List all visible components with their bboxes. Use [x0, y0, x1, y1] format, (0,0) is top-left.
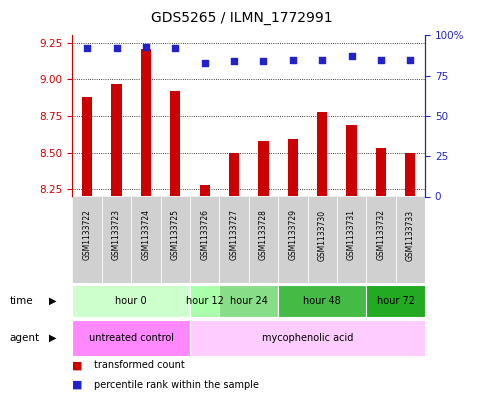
Bar	[190, 320, 425, 356]
Point	[318, 56, 326, 62]
Text: GSM1133724: GSM1133724	[142, 209, 150, 261]
Bar	[170, 91, 181, 196]
Bar	[219, 285, 278, 317]
Bar	[229, 152, 239, 196]
Point	[230, 58, 238, 64]
Point	[377, 56, 385, 62]
Text: GSM1133731: GSM1133731	[347, 209, 356, 261]
Point	[289, 56, 297, 62]
Text: ■: ■	[72, 360, 83, 371]
Bar	[199, 185, 210, 196]
Text: time: time	[10, 296, 33, 306]
Bar	[288, 140, 298, 196]
Text: agent: agent	[10, 333, 40, 343]
Bar	[366, 196, 396, 283]
Point	[407, 56, 414, 62]
Text: transformed count: transformed count	[94, 360, 185, 371]
Bar	[131, 196, 160, 283]
Bar	[72, 196, 102, 283]
Bar	[308, 196, 337, 283]
Bar	[278, 196, 308, 283]
Bar	[160, 196, 190, 283]
Bar	[405, 152, 415, 196]
Text: GSM1133722: GSM1133722	[83, 209, 92, 260]
Text: hour 24: hour 24	[230, 296, 268, 306]
Bar	[258, 141, 269, 196]
Bar	[366, 285, 425, 317]
Text: GDS5265 / ILMN_1772991: GDS5265 / ILMN_1772991	[151, 11, 332, 25]
Text: hour 12: hour 12	[186, 296, 224, 306]
Bar	[190, 285, 219, 317]
Point	[348, 53, 355, 59]
Text: hour 48: hour 48	[303, 296, 341, 306]
Bar	[376, 148, 386, 196]
Bar	[72, 320, 190, 356]
Point	[171, 45, 179, 51]
Bar	[82, 97, 92, 196]
Point	[113, 45, 120, 51]
Text: GSM1133726: GSM1133726	[200, 209, 209, 261]
Text: percentile rank within the sample: percentile rank within the sample	[94, 380, 259, 390]
Text: hour 72: hour 72	[377, 296, 415, 306]
Point	[83, 45, 91, 51]
Text: mycophenolic acid: mycophenolic acid	[262, 333, 353, 343]
Text: GSM1133730: GSM1133730	[318, 209, 327, 261]
Bar	[317, 112, 327, 196]
Bar	[249, 196, 278, 283]
Bar	[112, 84, 122, 196]
Bar	[102, 196, 131, 283]
Bar	[396, 196, 425, 283]
Bar	[346, 125, 357, 196]
Bar	[337, 196, 366, 283]
Text: GSM1133728: GSM1133728	[259, 209, 268, 260]
Point	[201, 60, 209, 66]
Point	[142, 44, 150, 50]
Text: ■: ■	[72, 380, 83, 390]
Text: GSM1133732: GSM1133732	[376, 209, 385, 261]
Bar	[278, 285, 366, 317]
Point	[259, 58, 267, 64]
Bar	[219, 196, 249, 283]
Text: GSM1133733: GSM1133733	[406, 209, 415, 261]
Text: GSM1133723: GSM1133723	[112, 209, 121, 261]
Bar	[141, 49, 151, 196]
Bar	[72, 285, 190, 317]
Text: ▶: ▶	[49, 296, 57, 306]
Text: GSM1133727: GSM1133727	[229, 209, 239, 261]
Bar	[190, 196, 219, 283]
Text: hour 0: hour 0	[115, 296, 147, 306]
Text: ▶: ▶	[49, 333, 57, 343]
Text: GSM1133729: GSM1133729	[288, 209, 298, 261]
Text: GSM1133725: GSM1133725	[171, 209, 180, 261]
Text: untreated control: untreated control	[89, 333, 174, 343]
